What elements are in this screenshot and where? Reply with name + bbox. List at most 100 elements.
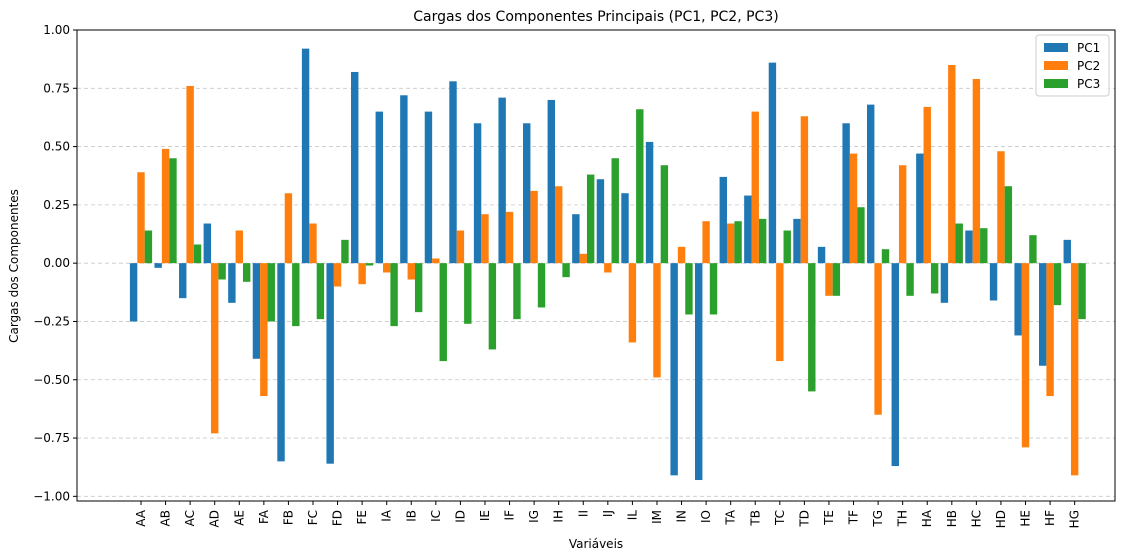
bar-pc3-hb xyxy=(955,223,963,264)
bar-pc3-hg xyxy=(1078,263,1086,320)
x-tick-label: HA xyxy=(920,509,934,527)
bar-pc2-fa xyxy=(260,263,268,397)
x-axis: AA AB AC AD AE FA FB FC FD FE IA IB IC ID IE IF IG IH II IJ… xyxy=(134,501,1082,528)
x-tick-label: IN xyxy=(675,510,689,523)
bar-pc2-fc xyxy=(309,223,317,264)
x-tick-label: FC xyxy=(306,510,320,525)
y-axis-title: Cargas dos Componentes xyxy=(7,189,21,343)
bar-pc2-tc xyxy=(776,263,784,362)
bar-pc2-ic xyxy=(432,258,440,264)
x-tick-label: HG xyxy=(1068,510,1082,528)
bar-pc1-tf xyxy=(842,123,850,264)
bar-pc2-id xyxy=(456,230,465,264)
x-tick-label: TC xyxy=(773,510,787,526)
x-tick-label: TH xyxy=(896,510,910,527)
bar-pc3-ib xyxy=(414,263,423,313)
bar-pc1-ia xyxy=(375,111,383,264)
bar-pc2-fe xyxy=(358,263,366,285)
x-tick-label: IH xyxy=(552,510,566,523)
bar-pc2-ii xyxy=(579,253,587,264)
y-tick-label: 0.50 xyxy=(43,140,70,154)
bar-pc1-ab xyxy=(154,263,162,268)
bar-pc1-hd xyxy=(989,263,998,301)
bar-pc3-im xyxy=(660,165,669,264)
bar-pc1-fc xyxy=(301,48,310,264)
bar-pc2-ib xyxy=(407,263,415,280)
bar-pc2-ta xyxy=(726,223,735,264)
x-tick-label: TA xyxy=(724,509,738,525)
bar-pc3-td xyxy=(808,263,816,392)
bar-pc1-ij xyxy=(596,179,605,264)
bar-pc2-ab xyxy=(161,148,170,264)
bar-pc2-ie xyxy=(481,214,489,264)
bar-pc3-th xyxy=(906,263,914,296)
bar-pc3-tb xyxy=(758,218,767,264)
bar-pc2-fd xyxy=(333,263,342,287)
bar-pc2-th xyxy=(898,165,907,264)
bar-pc2-ih xyxy=(554,186,563,264)
bar-pc3-ae xyxy=(242,263,251,282)
bar-pc1-fd xyxy=(326,263,334,464)
x-tick-label: FA xyxy=(257,509,271,524)
legend-label-pc1: PC1 xyxy=(1077,41,1100,55)
bar-pc3-ie xyxy=(488,263,497,350)
bar-pc3-fb xyxy=(292,263,300,327)
bars-group xyxy=(129,48,1086,481)
bar-pc2-hf xyxy=(1046,263,1054,397)
bar-pc2-if xyxy=(505,211,514,264)
bar-pc3-if xyxy=(513,263,521,320)
bar-pc3-hf xyxy=(1053,263,1062,306)
bar-pc1-te xyxy=(817,246,826,264)
x-tick-label: IO xyxy=(699,510,713,523)
bar-pc1-td xyxy=(793,218,801,264)
bar-pc3-ia xyxy=(390,263,398,327)
bar-pc1-ih xyxy=(547,99,555,264)
x-tick-label: II xyxy=(576,510,590,517)
bar-pc1-fb xyxy=(277,263,285,462)
bar-pc3-fa xyxy=(267,263,275,322)
bar-pc1-aa xyxy=(129,263,138,322)
x-tick-label: FE xyxy=(355,510,369,524)
x-tick-label: IF xyxy=(503,510,517,521)
legend: PC1 PC2 PC3 xyxy=(1035,34,1110,97)
bar-pc3-aa xyxy=(144,230,153,264)
bar-pc1-ib xyxy=(400,95,408,264)
bar-pc1-if xyxy=(498,97,506,264)
bar-pc2-ia xyxy=(383,263,391,273)
y-tick-label: 0.25 xyxy=(43,198,70,212)
y-tick-label: −1.00 xyxy=(33,489,70,503)
bar-pc1-tg xyxy=(867,104,875,264)
legend-swatch-pc2 xyxy=(1044,61,1068,70)
bar-pc1-io xyxy=(695,263,703,481)
legend-swatch-pc1 xyxy=(1044,43,1068,52)
bar-pc1-tc xyxy=(768,62,777,264)
bar-pc1-ii xyxy=(572,214,580,264)
bar-pc1-ta xyxy=(719,176,727,264)
y-tick-label: −0.50 xyxy=(33,373,70,387)
bar-pc3-fe xyxy=(365,263,374,266)
bar-pc1-ac xyxy=(179,263,187,299)
bar-pc2-tg xyxy=(874,263,882,415)
bar-pc3-tg xyxy=(881,249,890,264)
x-tick-label: IA xyxy=(380,509,394,522)
bar-pc3-he xyxy=(1029,235,1037,264)
bar-pc1-il xyxy=(621,193,629,264)
bar-pc1-ha xyxy=(916,153,924,264)
bar-pc2-tf xyxy=(849,153,858,264)
bar-pc1-he xyxy=(1014,263,1022,336)
x-tick-label: AD xyxy=(208,510,222,527)
legend-swatch-pc3 xyxy=(1044,79,1068,88)
x-tick-label: IG xyxy=(527,510,541,523)
bar-pc2-ae xyxy=(235,230,243,264)
x-tick-label: IC xyxy=(429,510,443,522)
x-tick-label: TB xyxy=(748,510,762,527)
bar-pc2-im xyxy=(653,263,661,378)
x-tick-label: AB xyxy=(159,510,173,526)
x-tick-label: TG xyxy=(871,510,885,528)
bar-pc2-tb xyxy=(751,111,759,264)
bar-pc3-ac xyxy=(193,244,202,264)
bar-pc1-hf xyxy=(1038,263,1047,366)
x-tick-label: HC xyxy=(969,510,983,527)
bar-pc3-io xyxy=(709,263,718,315)
